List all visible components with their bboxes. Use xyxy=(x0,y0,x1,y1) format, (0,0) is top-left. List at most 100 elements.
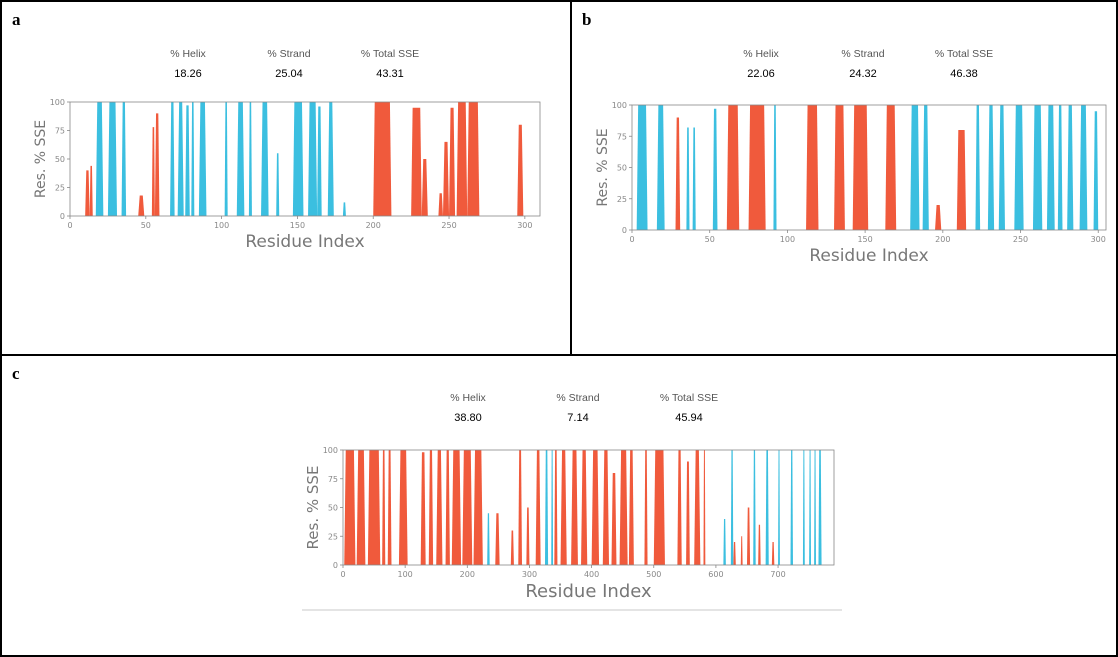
helix-segment xyxy=(462,450,473,565)
panel-b: b % Helix 22.06 % Strand 24.32 % Total S… xyxy=(570,0,1118,356)
strand-segment xyxy=(1093,111,1099,230)
helix-segment xyxy=(421,159,428,216)
x-tick-label: 400 xyxy=(584,570,599,579)
stat-label: % Strand xyxy=(556,392,600,404)
helix-segment xyxy=(885,105,897,230)
strand-segment xyxy=(236,102,245,216)
y-tick-label: 50 xyxy=(617,164,627,173)
x-axis-title: Residue Index xyxy=(809,246,928,266)
helix-segment xyxy=(611,473,617,565)
helix-segment xyxy=(89,165,93,216)
strand-segment xyxy=(998,105,1005,230)
helix-segment xyxy=(956,130,967,230)
helix-segment xyxy=(420,452,426,565)
x-tick-label: 300 xyxy=(522,570,537,579)
helix-segment xyxy=(686,461,690,565)
helix-segment xyxy=(436,450,443,565)
strand-segment xyxy=(292,102,304,216)
y-tick-label: 25 xyxy=(55,184,65,193)
stat-value: 46.38 xyxy=(950,68,978,80)
caption-remnant xyxy=(302,609,842,611)
strand-segment xyxy=(107,102,117,216)
y-tick-label: 50 xyxy=(55,155,65,164)
strand-segment xyxy=(778,450,780,565)
stat-value: 22.06 xyxy=(747,68,775,80)
stat-helix: % Helix 22.06 xyxy=(706,48,816,80)
strand-segment xyxy=(1057,105,1063,230)
helix-segment xyxy=(518,450,522,565)
strand-segment xyxy=(1014,105,1024,230)
stat-total-sse: % Total SSE 45.94 xyxy=(634,392,744,424)
y-axis-title: Res. % SSE xyxy=(595,128,611,206)
helix-segment xyxy=(619,450,628,565)
stat-label: % Helix xyxy=(743,48,779,60)
helix-segment xyxy=(740,536,743,565)
helix-segment xyxy=(449,107,456,216)
helix-segment xyxy=(356,450,366,565)
strand-segment xyxy=(910,105,920,230)
helix-segment xyxy=(428,450,434,565)
helix-segment xyxy=(602,450,610,565)
helix-segment xyxy=(373,102,392,216)
helix-segment xyxy=(748,105,766,230)
stat-label: % Total SSE xyxy=(934,48,994,60)
strand-segment xyxy=(248,102,252,216)
helix-segment xyxy=(526,507,530,565)
x-tick-label: 500 xyxy=(646,570,661,579)
strand-segment xyxy=(1067,105,1074,230)
y-tick-label: 75 xyxy=(55,127,65,136)
stat-value: 45.94 xyxy=(675,412,703,424)
stat-label: % Total SSE xyxy=(659,392,719,404)
strand-segment xyxy=(544,450,549,565)
stat-strand: % Strand 25.04 xyxy=(234,48,344,80)
strand-segment xyxy=(656,105,665,230)
helix-segment xyxy=(382,450,386,565)
strand-segment xyxy=(712,108,718,230)
helix-segment xyxy=(694,450,701,565)
strand-segment xyxy=(723,519,726,565)
strand-segment xyxy=(342,202,346,216)
strand-segment xyxy=(487,513,490,565)
helix-segment xyxy=(495,513,500,565)
x-tick-label: 150 xyxy=(857,235,872,244)
stat-value: 7.14 xyxy=(567,412,589,424)
helix-segment xyxy=(473,450,483,565)
strand-segment xyxy=(327,102,334,216)
y-tick-label: 100 xyxy=(323,446,338,455)
helix-segment xyxy=(445,450,450,565)
helix-segment xyxy=(644,450,648,565)
x-tick-label: 600 xyxy=(708,570,723,579)
helix-segment xyxy=(85,170,90,216)
y-tick-label: 100 xyxy=(612,101,627,110)
x-tick-label: 200 xyxy=(935,235,950,244)
strand-segment xyxy=(773,105,777,230)
helix-segment xyxy=(733,542,736,565)
helix-segment xyxy=(456,102,468,216)
helix-segment xyxy=(653,450,665,565)
y-tick-label: 25 xyxy=(328,532,338,541)
helix-segment xyxy=(517,124,524,216)
x-tick-label: 0 xyxy=(340,570,345,579)
sse-chart-c: 0 25 50 75 100 0 100 200 300 400 500 600 700 Residue … xyxy=(304,446,835,602)
x-tick-label: 100 xyxy=(398,570,413,579)
stat-helix: % Helix 18.26 xyxy=(133,48,243,80)
strand-segment xyxy=(730,450,734,565)
y-tick-label: 25 xyxy=(617,195,627,204)
helix-segment xyxy=(703,450,706,565)
helix-segment xyxy=(154,113,160,216)
stat-total-sse: % Total SSE 46.38 xyxy=(909,48,1019,80)
helix-segment xyxy=(411,107,422,216)
x-tick-label: 700 xyxy=(770,570,785,579)
stat-value: 18.26 xyxy=(174,68,202,80)
y-tick-label: 50 xyxy=(328,504,338,513)
helix-segment xyxy=(675,117,681,230)
stat-value: 43.31 xyxy=(376,68,404,80)
helix-segment xyxy=(510,530,514,565)
x-axis-title: Residue Index xyxy=(245,232,364,252)
strand-segment xyxy=(177,102,184,216)
helix-segment xyxy=(398,450,408,565)
helix-segment xyxy=(726,105,740,230)
strand-segment xyxy=(922,105,929,230)
stat-strand: % Strand 7.14 xyxy=(523,392,633,424)
strand-segment xyxy=(975,105,981,230)
